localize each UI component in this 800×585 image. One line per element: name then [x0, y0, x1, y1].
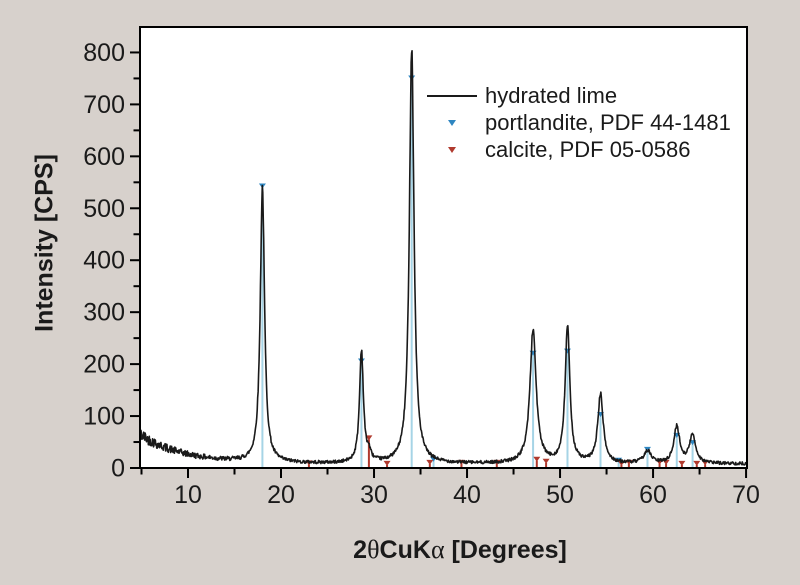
x-axis-title: 2θCuKα [Degrees]: [353, 535, 567, 565]
legend-item-portlandite: portlandite, PDF 44-1481: [427, 109, 731, 136]
x-tick-label: 60: [639, 481, 667, 509]
legend: hydrated lime portlandite, PDF 44-1481 c…: [427, 82, 731, 163]
legend-label-calcite: calcite, PDF 05-0586: [485, 136, 691, 162]
reference-marker-icon: [693, 460, 701, 466]
x-tick-label: 30: [360, 481, 388, 509]
calcite-triangle-icon: [448, 146, 456, 153]
legend-label-hydrated-lime: hydrated lime: [485, 82, 618, 108]
reference-marker-icon: [533, 456, 541, 462]
portlandite-triangle-icon: [448, 119, 456, 126]
y-tick-label: 600: [83, 143, 125, 171]
legend-item-calcite: calcite, PDF 05-0586: [427, 136, 731, 163]
x-axis-title-post: [Degrees]: [444, 536, 567, 564]
reference-marker-icon: [678, 460, 686, 466]
plot-frame: [139, 26, 748, 469]
y-tick-label: 300: [83, 299, 125, 327]
hydrated-lime-curve: [139, 50, 748, 466]
x-tick-label: 40: [453, 481, 481, 509]
reference-marker-icon: [383, 460, 391, 466]
y-tick-label: 0: [111, 455, 125, 483]
y-tick-label: 200: [83, 351, 125, 379]
x-axis-title-pre: 2: [353, 536, 368, 564]
reference-marker-icon: [365, 435, 373, 441]
x-tick-label: 70: [732, 481, 760, 509]
axis-ticks: [130, 51, 748, 478]
plot-background: [140, 27, 747, 468]
reference-marker-icon: [643, 446, 651, 452]
x-tick-label: 20: [267, 481, 295, 509]
legend-swatch: [427, 146, 477, 153]
y-tick-label: 800: [83, 39, 125, 67]
reference-marker-icon: [426, 459, 434, 465]
legend-swatch: [427, 119, 477, 126]
curve-line-icon: [427, 94, 477, 97]
y-axis-title: Intensity [CPS]: [30, 154, 59, 332]
y-tick-label: 500: [83, 195, 125, 223]
y-tick-label: 700: [83, 91, 125, 119]
x-tick-label: 10: [174, 481, 202, 509]
y-tick-label: 400: [83, 247, 125, 275]
x-tick-label: 50: [546, 481, 574, 509]
y-tick-label: 100: [83, 403, 125, 431]
alpha-symbol: α: [430, 535, 445, 564]
legend-item-hydrated-lime: hydrated lime: [427, 82, 731, 109]
legend-label-portlandite: portlandite, PDF 44-1481: [485, 109, 731, 135]
reference-marker-icon: [542, 458, 550, 464]
theta-symbol: θ: [367, 535, 380, 564]
legend-swatch: [427, 94, 477, 97]
x-axis-title-mid: CuK: [379, 536, 431, 564]
